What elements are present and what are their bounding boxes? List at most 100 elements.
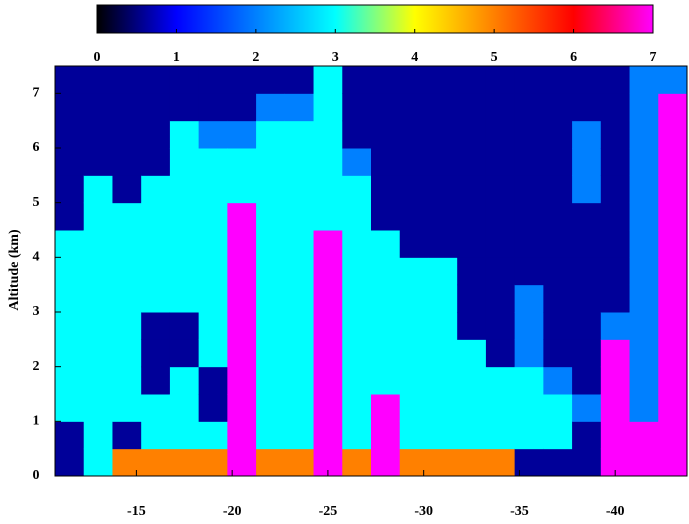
heat-cell xyxy=(371,203,400,231)
heat-cell xyxy=(486,230,515,258)
heat-cell xyxy=(601,66,630,94)
heat-cell xyxy=(515,175,544,203)
heat-cell xyxy=(84,367,113,395)
heat-cell xyxy=(84,230,113,258)
heat-cell xyxy=(141,312,170,340)
heat-cell xyxy=(170,394,199,422)
heat-cell xyxy=(84,339,113,367)
heat-cell xyxy=(285,148,314,176)
heat-cell xyxy=(543,421,572,449)
colorbar-tick-label: 2 xyxy=(252,50,259,65)
heat-cell xyxy=(170,257,199,285)
heat-cell xyxy=(256,121,285,149)
heat-cell xyxy=(515,394,544,422)
heat-cell xyxy=(84,394,113,422)
heat-cell xyxy=(342,421,371,449)
heat-cell xyxy=(486,312,515,340)
heat-cell xyxy=(601,93,630,121)
heat-cell xyxy=(658,394,687,422)
heat-cell xyxy=(84,257,113,285)
heat-cell xyxy=(141,148,170,176)
heat-cell xyxy=(285,339,314,367)
heat-cell xyxy=(199,285,228,313)
heat-cell xyxy=(630,421,659,449)
heat-cell xyxy=(486,394,515,422)
heat-cell xyxy=(314,203,343,231)
heat-cell xyxy=(658,285,687,313)
heat-cell xyxy=(400,394,429,422)
colorbar-tick-label: 0 xyxy=(94,50,101,65)
heat-cell xyxy=(285,230,314,258)
heat-cell xyxy=(572,121,601,149)
heat-cell xyxy=(55,121,84,149)
heat-cell xyxy=(601,148,630,176)
y-tick-label: 2 xyxy=(33,359,40,374)
heat-cell xyxy=(515,93,544,121)
heat-cell xyxy=(601,203,630,231)
heat-cell xyxy=(170,175,199,203)
heat-cell xyxy=(84,66,113,94)
x-tick-label: -15 xyxy=(127,504,146,519)
heat-cell xyxy=(630,285,659,313)
heat-cell xyxy=(199,203,228,231)
heat-cell xyxy=(170,449,199,477)
heat-cell xyxy=(601,394,630,422)
heat-cell xyxy=(342,394,371,422)
heat-cell xyxy=(630,394,659,422)
heat-cell xyxy=(141,339,170,367)
heat-cell xyxy=(486,449,515,477)
heat-cell xyxy=(658,367,687,395)
heat-cell xyxy=(55,93,84,121)
heat-cell xyxy=(55,66,84,94)
heat-cell xyxy=(371,121,400,149)
heat-cell xyxy=(141,93,170,121)
heat-cell xyxy=(84,312,113,340)
heat-cell xyxy=(400,257,429,285)
heat-cell xyxy=(256,285,285,313)
heat-cell xyxy=(256,66,285,94)
heat-cell xyxy=(630,230,659,258)
y-tick-label: 5 xyxy=(33,195,40,210)
heat-cell xyxy=(112,394,141,422)
y-tick-label: 0 xyxy=(33,468,40,483)
heat-cell xyxy=(199,394,228,422)
heat-cell xyxy=(428,339,457,367)
heat-cell xyxy=(543,312,572,340)
heat-cell xyxy=(400,312,429,340)
heat-cell xyxy=(486,285,515,313)
heat-cell xyxy=(601,421,630,449)
heat-cell xyxy=(400,449,429,477)
heat-cell xyxy=(84,93,113,121)
heat-cell xyxy=(572,394,601,422)
heat-cell xyxy=(428,312,457,340)
heat-cell xyxy=(141,257,170,285)
heat-cell xyxy=(55,257,84,285)
heat-cell xyxy=(314,367,343,395)
heat-cell xyxy=(55,312,84,340)
heat-cell xyxy=(400,175,429,203)
heat-cell xyxy=(141,285,170,313)
heat-cell xyxy=(227,121,256,149)
heat-cell xyxy=(55,230,84,258)
heat-cell xyxy=(84,449,113,477)
heat-cell xyxy=(515,312,544,340)
heat-cell xyxy=(630,175,659,203)
heat-cell xyxy=(630,148,659,176)
heat-cell xyxy=(314,421,343,449)
heat-cell xyxy=(457,230,486,258)
heat-cell xyxy=(199,449,228,477)
colorbar-tick-label: 6 xyxy=(570,50,577,65)
x-tick-label: -35 xyxy=(510,504,529,519)
heat-cell xyxy=(342,285,371,313)
heat-cell xyxy=(572,339,601,367)
x-tick-label: -30 xyxy=(414,504,433,519)
heat-cell xyxy=(486,121,515,149)
heat-cell xyxy=(285,257,314,285)
heat-cell xyxy=(543,285,572,313)
heat-cell xyxy=(371,148,400,176)
heat-cell xyxy=(515,285,544,313)
heat-cell xyxy=(572,203,601,231)
heat-cell xyxy=(256,175,285,203)
